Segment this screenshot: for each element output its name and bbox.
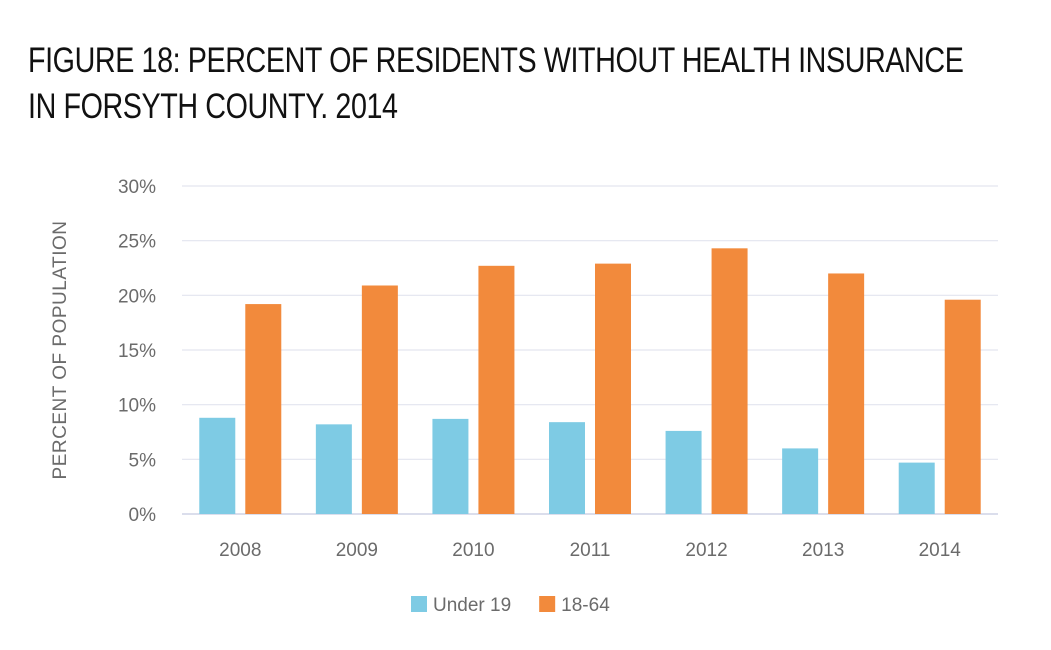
bar-18-64-2011 <box>595 263 631 514</box>
bars <box>199 248 981 514</box>
chart-title-line-2: IN FORSYTH COUNTY. 2014 <box>28 87 398 126</box>
y-tick-label: 25% <box>118 232 156 253</box>
bar-18-64-2008 <box>245 304 282 514</box>
bar-18-64-2010 <box>478 265 515 514</box>
x-tick-label: 2008 <box>219 540 261 561</box>
bar-under-19-2011 <box>549 422 585 514</box>
y-axis-ticks: 0% 5% 10% 15% 20% 25% 30% <box>118 177 156 526</box>
bar-18-64-2009 <box>361 285 398 514</box>
bar-under-19-2012 <box>665 430 702 514</box>
x-tick-label: 2014 <box>919 540 962 561</box>
chart-title: FIGURE 18: PERCENT OF RESIDENTS WITHOUT … <box>28 38 964 130</box>
x-tick-label: 2009 <box>336 540 378 561</box>
x-tick-label: 2012 <box>685 540 727 561</box>
bar-18-64-2014 <box>944 299 981 514</box>
bar-under-19-2010 <box>432 418 469 514</box>
bar-under-19-2013 <box>782 448 819 514</box>
legend-swatch <box>539 596 556 612</box>
legend-label: Under 19 <box>433 595 511 616</box>
gridlines <box>182 185 998 515</box>
legend-label: 18-64 <box>561 595 610 616</box>
x-tick-label: 2010 <box>452 540 494 561</box>
y-tick-label: 10% <box>118 396 156 417</box>
y-tick-label: 30% <box>118 177 156 198</box>
legend-swatch <box>411 596 427 612</box>
bar-under-19-2009 <box>315 424 352 514</box>
x-tick-label: 2011 <box>570 540 611 561</box>
bar-under-19-2014 <box>898 462 935 514</box>
bar-under-19-2008 <box>199 417 236 514</box>
chart-title-line-1: FIGURE 18: PERCENT OF RESIDENTS WITHOUT … <box>28 41 964 80</box>
y-tick-label: 20% <box>118 286 156 307</box>
bar-18-64-2013 <box>828 273 865 514</box>
x-tick-label: 2013 <box>802 540 844 561</box>
legend: Under 19 18-64 <box>411 595 610 616</box>
y-tick-label: 5% <box>129 450 157 471</box>
x-axis-ticks: 2008 2009 2010 2011 2012 2013 2014 <box>219 540 961 561</box>
bar-18-64-2012 <box>711 248 748 514</box>
y-tick-label: 0% <box>129 505 157 526</box>
y-axis-label: PERCENT OF POPULATION <box>50 221 71 480</box>
y-tick-label: 15% <box>118 341 156 362</box>
